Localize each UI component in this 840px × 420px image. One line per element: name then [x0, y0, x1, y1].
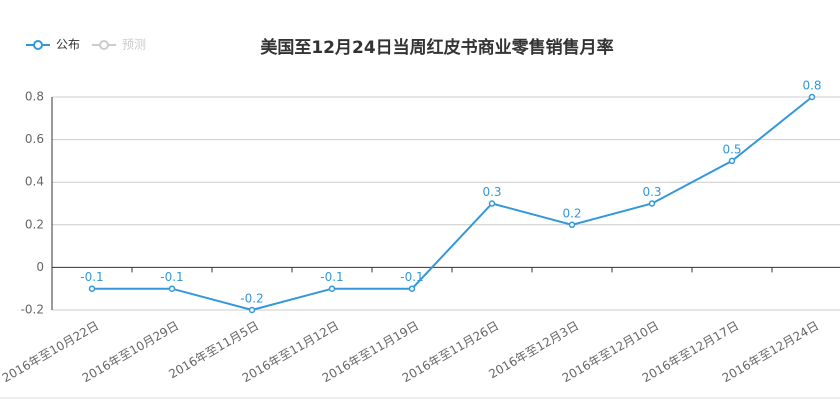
data-label: 0.8	[802, 79, 821, 93]
data-point	[568, 221, 576, 229]
y-tick-label: 0.6	[25, 132, 44, 146]
data-point	[408, 285, 416, 292]
data-label: 0.3	[642, 185, 661, 199]
data-label: -0.1	[400, 270, 423, 284]
data-label: -0.2	[240, 292, 263, 306]
y-tick-label: -0.2	[21, 303, 44, 317]
data-point	[648, 200, 656, 207]
data-point	[728, 157, 736, 165]
legend-marker	[33, 40, 43, 50]
data-label: -0.1	[80, 270, 103, 284]
series-line	[92, 96, 813, 312]
data-point	[328, 285, 336, 292]
data-point	[808, 93, 816, 101]
data-point	[248, 306, 256, 314]
data-point	[88, 285, 96, 292]
legend-marker	[99, 40, 109, 50]
data-label: -0.1	[160, 270, 183, 284]
data-label: 0.3	[482, 185, 501, 199]
data-point	[488, 200, 496, 207]
y-tick-label: 0	[36, 260, 44, 274]
legend-label: 公布	[56, 38, 80, 52]
data-label: 0.5	[722, 142, 741, 156]
data-label: -0.1	[320, 270, 343, 284]
data-label: 0.2	[562, 206, 581, 220]
y-tick-label: 0.2	[25, 217, 44, 231]
data-point	[168, 285, 176, 292]
legend-item[interactable]: 预测	[92, 38, 146, 52]
y-tick-label: 0.4	[25, 175, 44, 189]
legend-item[interactable]: 公布	[26, 38, 80, 52]
y-tick-label: 0.8	[25, 90, 44, 104]
chart-title: 美国至12月24日当周红皮书商业零售销售月率	[260, 37, 613, 58]
legend-label: 预测	[122, 38, 146, 52]
